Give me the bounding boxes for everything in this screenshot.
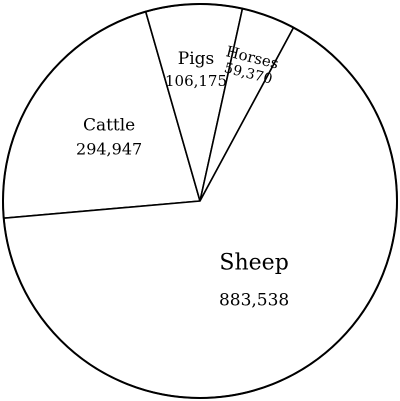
slice-label-cattle: Cattle 294,947	[76, 116, 142, 159]
slice-name-sheep: Sheep	[219, 250, 288, 275]
pie-slices	[2, 3, 398, 399]
slice-name-cattle: Cattle	[83, 116, 135, 136]
slice-name-pigs: Pigs	[178, 49, 214, 69]
slice-value-cattle: 294,947	[76, 140, 142, 159]
slice-label-sheep: Sheep 883,538	[219, 250, 289, 310]
pie-outline	[2, 3, 398, 399]
slice-label-pigs: Pigs 106,175	[165, 49, 227, 90]
slice-value-sheep: 883,538	[219, 290, 289, 310]
slice-value-pigs: 106,175	[165, 72, 227, 90]
pie-labels: Cattle294,947Pigs106,175Horses59,370Shee…	[76, 42, 289, 310]
